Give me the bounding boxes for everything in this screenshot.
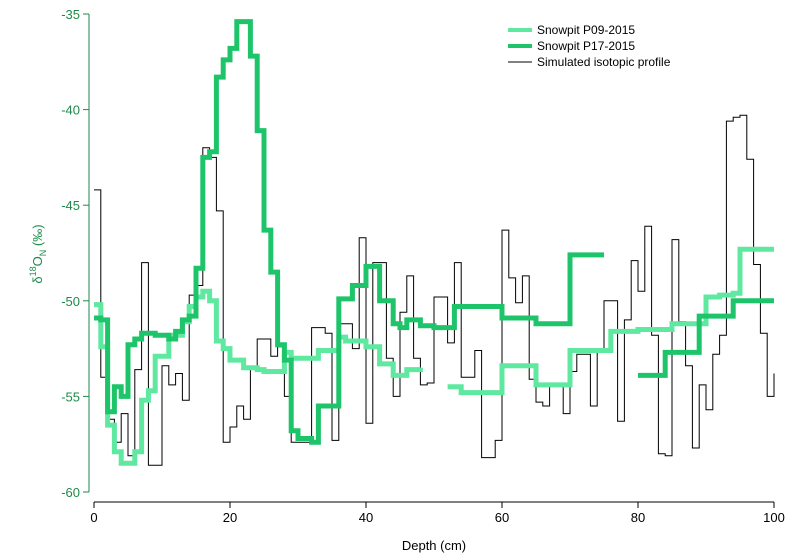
x-tick-label: 100 bbox=[763, 510, 785, 525]
legend-label-p09: Snowpit P09-2015 bbox=[537, 23, 635, 37]
y-axis-label-subscript: N bbox=[38, 250, 48, 257]
y-axis: -60 -55 -50 -45 -40 -35 bbox=[61, 7, 90, 500]
series-line-1-segment-1 bbox=[638, 298, 774, 378]
y-axis-label-superscript: 18 bbox=[28, 266, 38, 276]
series-line-0-segment-1 bbox=[447, 246, 774, 396]
x-tick-label: 40 bbox=[359, 510, 373, 525]
y-axis-label: δ18ON (‰) bbox=[28, 224, 48, 283]
x-axis: 0 20 40 60 80 100 bbox=[90, 501, 785, 525]
series-line-1-segment-0 bbox=[94, 19, 604, 445]
plot-lines bbox=[94, 19, 775, 466]
series-line-0-segment-0 bbox=[94, 288, 423, 466]
legend-label-simulated: Simulated isotopic profile bbox=[537, 55, 671, 69]
legend: Snowpit P09-2015 Snowpit P17-2015 Simula… bbox=[508, 23, 671, 69]
y-tick-label: -40 bbox=[61, 103, 80, 118]
y-tick-label: -55 bbox=[61, 389, 80, 404]
x-tick-label: 60 bbox=[495, 510, 509, 525]
y-axis-label-delta: δ bbox=[30, 276, 45, 283]
y-tick-label: -45 bbox=[61, 198, 80, 213]
y-tick-label: -60 bbox=[61, 485, 80, 500]
y-axis-label-unit: (‰) bbox=[30, 224, 45, 249]
x-tick-label: 20 bbox=[223, 510, 237, 525]
y-tick-label: -35 bbox=[61, 7, 80, 22]
x-tick-label: 0 bbox=[90, 510, 97, 525]
legend-label-p17: Snowpit P17-2015 bbox=[537, 39, 635, 53]
x-axis-label: Depth (cm) bbox=[402, 538, 466, 553]
y-axis-label-main: O bbox=[30, 256, 45, 266]
y-tick-label: -50 bbox=[61, 294, 80, 309]
x-tick-label: 80 bbox=[631, 510, 645, 525]
